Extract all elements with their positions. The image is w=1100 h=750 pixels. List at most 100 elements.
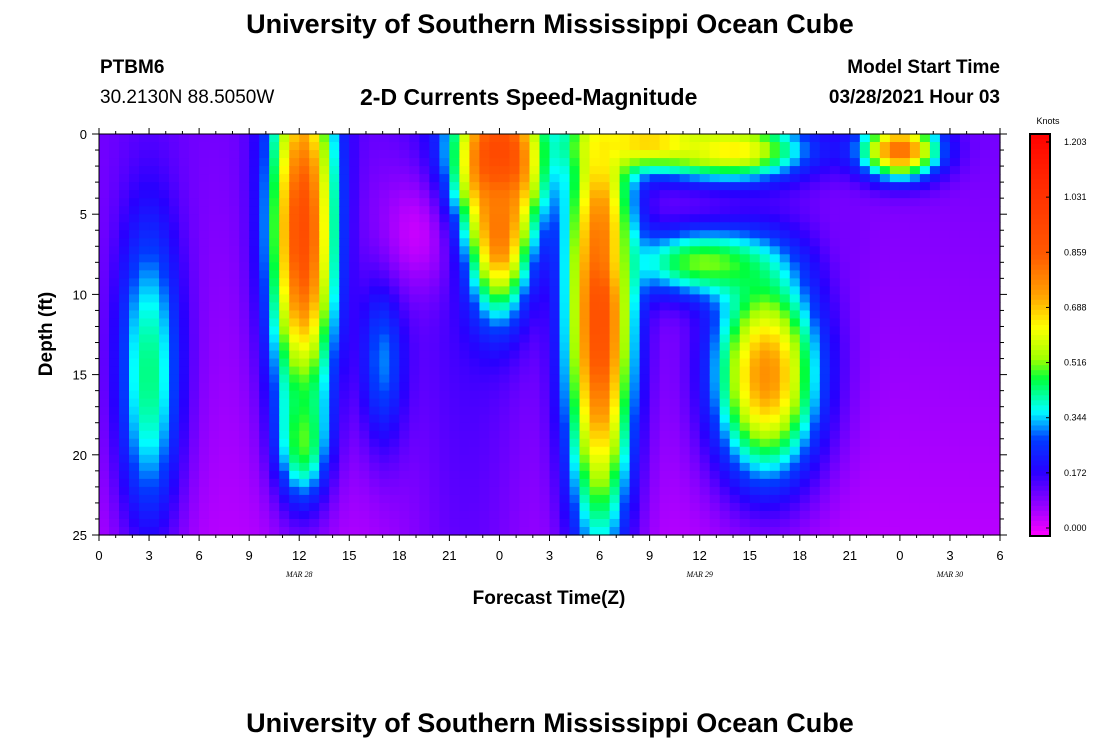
heatmap-cell xyxy=(879,318,891,328)
heatmap-cell xyxy=(429,222,440,231)
heatmap-cell xyxy=(529,214,541,223)
heatmap-cell xyxy=(979,382,991,392)
heatmap-cell xyxy=(559,310,571,320)
heatmap-cell xyxy=(799,150,811,159)
heatmap-cell xyxy=(819,342,831,352)
heatmap-cell xyxy=(369,454,380,464)
heatmap-cell xyxy=(369,230,380,239)
heatmap-cell xyxy=(219,190,230,199)
heatmap-cell xyxy=(229,222,240,231)
heatmap-cell xyxy=(239,206,250,215)
heatmap-cell xyxy=(599,502,611,512)
heatmap-cell xyxy=(499,262,511,271)
heatmap-cell xyxy=(519,206,531,215)
heatmap-cell xyxy=(489,310,501,320)
heatmap-cell xyxy=(109,382,120,392)
heatmap-cell xyxy=(869,478,881,488)
heatmap-cell xyxy=(859,446,871,456)
heatmap-cell xyxy=(129,230,140,239)
heatmap-cell xyxy=(499,374,511,384)
heatmap-cell xyxy=(419,478,430,488)
heatmap-cell xyxy=(379,238,390,247)
heatmap-cell xyxy=(829,366,841,376)
heatmap-cell xyxy=(889,398,901,408)
heatmap-cell xyxy=(659,174,671,183)
heatmap-cell xyxy=(859,214,871,223)
heatmap-cell xyxy=(709,494,721,504)
heatmap-cell xyxy=(839,262,851,271)
heatmap-cell xyxy=(709,158,721,167)
heatmap-cell xyxy=(639,198,651,207)
colorbar-segment xyxy=(1030,214,1050,221)
heatmap-cell xyxy=(259,166,270,175)
heatmap-cell xyxy=(389,278,400,287)
heatmap-cell xyxy=(279,158,290,167)
heatmap-cell xyxy=(189,398,200,408)
heatmap-cell xyxy=(199,374,210,384)
heatmap-cell xyxy=(499,462,511,472)
heatmap-cell xyxy=(479,238,491,247)
heatmap-cell xyxy=(419,430,430,440)
heatmap-cell xyxy=(849,326,861,336)
heatmap-cell xyxy=(579,526,591,536)
heatmap-cell xyxy=(419,382,430,392)
heatmap-cell xyxy=(309,190,320,199)
heatmap-cell xyxy=(139,238,150,247)
heatmap-cell xyxy=(679,270,691,279)
heatmap-cell xyxy=(939,230,951,239)
y-tick-label: 20 xyxy=(73,448,87,463)
heatmap-cell xyxy=(779,398,791,408)
heatmap-cell xyxy=(539,486,551,496)
heatmap-cell xyxy=(719,302,731,312)
colorbar-segment xyxy=(1030,254,1050,261)
heatmap-cell xyxy=(599,342,611,352)
heatmap-cell xyxy=(179,502,190,512)
heatmap-cell xyxy=(959,406,971,416)
heatmap-cell xyxy=(399,446,410,456)
heatmap-cell xyxy=(319,198,330,207)
heatmap-cell xyxy=(829,406,841,416)
heatmap-cell xyxy=(509,294,521,304)
heatmap-cell xyxy=(609,350,621,360)
heatmap-cell xyxy=(539,334,551,344)
heatmap-cell xyxy=(169,486,180,496)
heatmap-cell xyxy=(109,310,120,320)
heatmap-cell xyxy=(349,198,360,207)
heatmap-cell xyxy=(169,270,180,279)
heatmap-cell xyxy=(259,182,270,191)
heatmap-cell xyxy=(879,430,891,440)
colorbar-segment xyxy=(1030,194,1050,200)
heatmap-cell xyxy=(559,358,571,368)
heatmap-cell xyxy=(539,278,551,287)
heatmap-cell xyxy=(359,246,370,255)
heatmap-cell xyxy=(519,174,531,183)
heatmap-cell xyxy=(719,374,731,384)
heatmap-cell xyxy=(529,350,541,360)
heatmap-cell xyxy=(979,214,991,223)
heatmap-cell xyxy=(779,422,791,432)
heatmap-cell xyxy=(419,486,430,496)
heatmap-cell xyxy=(919,382,931,392)
heatmap-cell xyxy=(589,302,601,312)
heatmap-cell xyxy=(349,366,360,376)
heatmap-cell xyxy=(269,150,280,159)
heatmap-cell xyxy=(139,502,150,512)
heatmap-cell xyxy=(469,190,481,199)
heatmap-cell xyxy=(679,318,691,328)
heatmap-cell xyxy=(269,414,280,424)
heatmap-cell xyxy=(679,286,691,295)
heatmap-cell xyxy=(529,158,541,167)
heatmap-cell xyxy=(609,366,621,376)
heatmap-cell xyxy=(579,262,591,271)
x-tick-label: 18 xyxy=(392,548,406,563)
heatmap-cell xyxy=(259,366,270,376)
heatmap-cell xyxy=(919,406,931,416)
heatmap-cell xyxy=(359,294,370,304)
heatmap-cell xyxy=(939,286,951,295)
heatmap-cell xyxy=(309,374,320,384)
heatmap-cell xyxy=(719,438,731,448)
heatmap-cell xyxy=(869,526,881,536)
heatmap-cell xyxy=(409,454,420,464)
heatmap-cell xyxy=(589,502,601,512)
heatmap-cell xyxy=(559,262,571,271)
